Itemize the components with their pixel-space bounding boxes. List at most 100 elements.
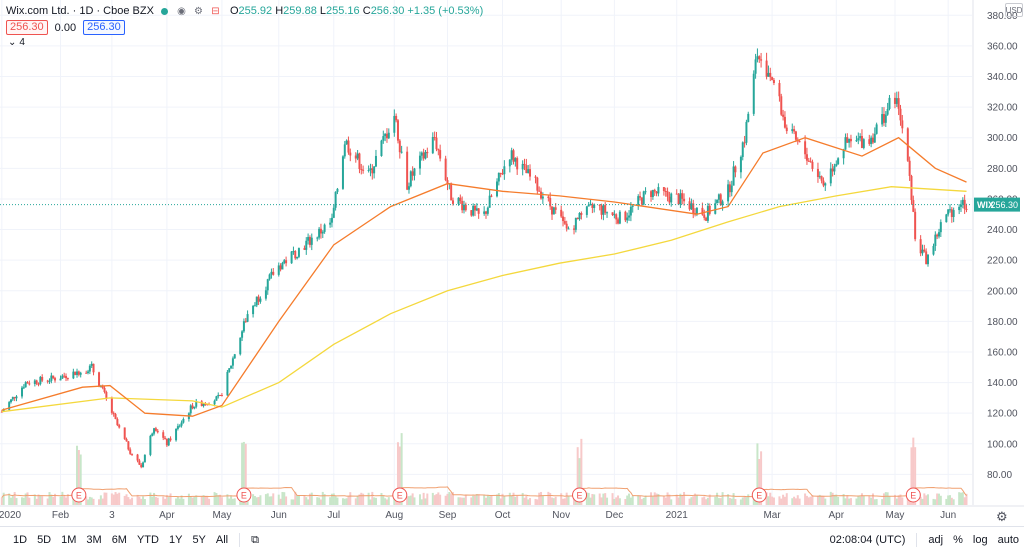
log-toggle[interactable]: log [972, 534, 988, 546]
volume-bar [294, 491, 297, 505]
toolbar-divider [239, 533, 241, 547]
candle-body [283, 260, 286, 263]
volume-bar [41, 496, 44, 505]
clock-time[interactable]: 02:08:04 (UTC) [829, 534, 906, 546]
candle-body [653, 189, 656, 192]
candle-body [437, 149, 440, 151]
volume-bar [90, 497, 93, 505]
compare-icon[interactable]: ⧉ [251, 533, 259, 546]
time-tick-label: Aug [385, 510, 403, 521]
timeframe-1y-button[interactable]: 1Y [168, 534, 183, 546]
indicators-collapse[interactable]: ⌄ 4 [8, 37, 25, 48]
timeframe-5y-button[interactable]: 5Y [192, 534, 206, 546]
volume-bar [651, 496, 654, 505]
price-chart[interactable]: E E E E E E 80.00 100.00 120.00 140.00 160.00 180.… [0, 0, 1024, 526]
earnings-marker [751, 487, 767, 503]
candle-body [191, 405, 194, 409]
candle-body [760, 59, 763, 61]
timeframe-1m-button[interactable]: 1M [61, 534, 77, 546]
candle-body [48, 380, 51, 382]
timeframe-1d-button[interactable]: 1D [13, 534, 28, 546]
candle-body [213, 400, 216, 405]
candle-body [886, 108, 889, 115]
volume-bar [617, 495, 620, 505]
candle-body [125, 439, 128, 442]
remove-icon[interactable]: ⊟ [211, 5, 220, 17]
candle-body [743, 142, 746, 144]
volume-bar [925, 495, 928, 505]
gear-icon[interactable]: ⚙ [996, 509, 1008, 524]
volume-bar [668, 494, 671, 505]
volume-bar [242, 441, 245, 505]
timeframe-all-button[interactable]: All [215, 534, 229, 546]
ask-price-box[interactable]: 256.30 [83, 20, 125, 35]
candle-body [714, 203, 717, 214]
timeframe-ytd-button[interactable]: YTD [136, 534, 159, 546]
price-tick-label: 80.00 [987, 470, 1012, 481]
volume-bar [899, 494, 902, 505]
volume-bar [461, 497, 464, 505]
adj-toggle[interactable]: adj [928, 534, 944, 546]
candle-body [629, 206, 632, 216]
volume-bar [615, 497, 618, 505]
candle-body [705, 217, 708, 221]
candle-body [756, 56, 759, 60]
candle-body [182, 419, 185, 423]
bid-price-box[interactable]: 256.30 [6, 20, 48, 35]
timeframe-6m-button[interactable]: 6M [111, 534, 127, 546]
candle-body [164, 437, 167, 439]
candle-body [765, 60, 768, 77]
candle-body [783, 116, 786, 128]
volume-bar [285, 496, 288, 505]
candle-body [165, 438, 168, 446]
volume-bar [74, 499, 77, 505]
volume-bar [15, 498, 18, 505]
volume-bar [182, 498, 185, 505]
chevron-down-icon[interactable]: ⌄ [8, 37, 17, 48]
candle-body [483, 211, 486, 214]
candle-body [424, 151, 427, 159]
timeframe-5d-button[interactable]: 5D [37, 534, 52, 546]
volume-bar [323, 494, 326, 505]
visibility-eye-icon[interactable]: ◉ [177, 5, 186, 17]
currency-label[interactable]: USD [1005, 3, 1023, 17]
timeframe-3m-button[interactable]: 3M [86, 534, 102, 546]
volume-bar [688, 498, 691, 505]
candle-body [193, 406, 196, 409]
candle-body [562, 216, 565, 222]
candle-body [37, 383, 40, 385]
volume-bar [349, 492, 352, 505]
volume-bar [358, 494, 361, 505]
volume-bar [446, 493, 449, 505]
volume-bar [881, 499, 884, 505]
symbol-title[interactable]: Wix.com Ltd. · 1D · Cboe BZX [6, 5, 154, 17]
volume-bar [347, 495, 350, 505]
volume-bar [644, 495, 647, 505]
volume-bar [79, 454, 82, 505]
candle-body [435, 137, 438, 150]
volume-bar [937, 493, 940, 505]
candle-body [639, 196, 642, 198]
candle-body [677, 194, 680, 205]
candle-body [21, 387, 24, 397]
volume-bar [424, 498, 427, 505]
candle-body [371, 168, 374, 174]
volume-bar [717, 498, 720, 505]
candle-body [752, 73, 755, 114]
volume-bar [782, 494, 785, 505]
volume-bar [477, 494, 480, 505]
volume-bar [529, 498, 532, 505]
price-tick-label: 300.00 [987, 133, 1018, 144]
candle-body [541, 196, 544, 199]
candle-body [110, 397, 113, 413]
settings-icon[interactable]: ⚙ [193, 5, 203, 17]
earnings-label: E [241, 491, 247, 501]
candle-body [798, 141, 801, 143]
candle-body [162, 432, 165, 438]
percent-toggle[interactable]: % [953, 534, 963, 546]
auto-toggle[interactable]: auto [997, 534, 1019, 546]
volume-bar [215, 493, 218, 505]
volume-bar [701, 497, 704, 505]
